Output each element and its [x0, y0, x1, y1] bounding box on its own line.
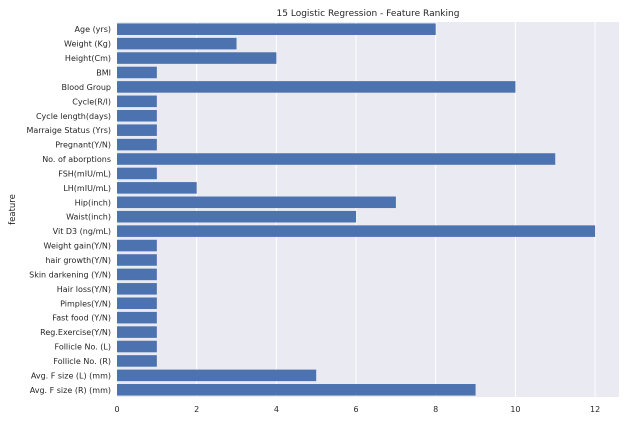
bar — [117, 95, 157, 108]
bar — [117, 66, 157, 79]
x-tick-label: 4 — [274, 405, 279, 414]
bar — [117, 52, 277, 64]
bar — [117, 196, 396, 209]
bars — [117, 23, 596, 396]
y-tick-label: Cycle(R/I) — [72, 97, 111, 106]
bar — [117, 369, 317, 382]
chart-title: 15 Logistic Regression - Feature Ranking — [277, 9, 460, 19]
y-tick-label: Skin darkening (Y/N) — [29, 270, 111, 279]
bar — [117, 225, 596, 237]
y-tick-label: Age (yrs) — [75, 25, 111, 34]
y-tick-label: Waist(inch) — [66, 213, 111, 222]
y-tick-label: Follicle No. (L) — [55, 343, 112, 352]
y-tick-label: BMI — [96, 68, 111, 77]
bar — [117, 283, 157, 295]
y-tick-label: LH(mIU/mL) — [63, 184, 111, 193]
x-tick-label: 0 — [114, 405, 119, 414]
bar — [117, 182, 197, 194]
y-tick-label: Follicle No. (R) — [53, 357, 111, 366]
y-axis-label: feature — [8, 194, 18, 225]
bar — [117, 355, 157, 367]
bar — [117, 384, 476, 396]
bar — [117, 109, 157, 122]
x-tick-labels: 0 2 4 6 8 10 12 — [114, 405, 600, 414]
bar — [117, 254, 157, 266]
bar — [117, 81, 516, 93]
y-tick-label: Pregnant(Y/N) — [55, 141, 111, 150]
y-tick-label: Weight gain(Y/N) — [44, 242, 112, 251]
y-tick-label: FSH(mIU/mL) — [58, 169, 111, 178]
y-tick-label: Blood Group — [62, 83, 111, 92]
y-tick-label: Marraige Status (Yrs) — [26, 126, 111, 135]
y-tick-label: Height(Cm) — [65, 54, 111, 63]
bar — [117, 297, 157, 310]
bar — [117, 340, 157, 353]
x-tick-label: 8 — [433, 405, 438, 414]
y-tick-label: Vit D3 (ng/mL) — [53, 227, 111, 236]
bar — [117, 268, 157, 281]
y-tick-label: Pimples(Y/N) — [60, 299, 111, 308]
y-tick-label: Avg. F size (L) (mm) — [31, 371, 111, 380]
bar — [117, 23, 436, 35]
x-tick-label: 6 — [354, 405, 359, 414]
bar — [117, 124, 157, 136]
bar — [117, 239, 157, 252]
bar — [117, 153, 556, 165]
bar — [117, 167, 157, 180]
y-tick-label: Fast food (Y/N) — [52, 314, 111, 323]
y-tick-label: Hip(inch) — [75, 198, 111, 207]
bar — [117, 210, 357, 223]
bar — [117, 311, 157, 324]
y-tick-label: Reg.Exercise(Y/N) — [40, 328, 111, 337]
y-tick-label: Hair loss(Y/N) — [57, 285, 111, 294]
y-tick-label: Cycle length(days) — [36, 112, 111, 121]
y-tick-label: Avg. F size (R) (mm) — [30, 386, 111, 395]
y-tick-label: Weight (Kg) — [64, 40, 111, 49]
bar — [117, 138, 157, 151]
y-tick-labels: Age (yrs) Weight (Kg) Height(Cm) BMI Blood G… — [26, 25, 111, 395]
x-tick-label: 10 — [510, 405, 520, 414]
bar — [117, 326, 157, 338]
x-tick-label: 12 — [590, 405, 600, 414]
bar — [117, 37, 237, 50]
y-tick-label: No. of aborptions — [42, 155, 111, 164]
plot-background — [117, 22, 619, 397]
y-tick-label: hair growth(Y/N) — [45, 256, 111, 265]
x-tick-label: 2 — [194, 405, 199, 414]
